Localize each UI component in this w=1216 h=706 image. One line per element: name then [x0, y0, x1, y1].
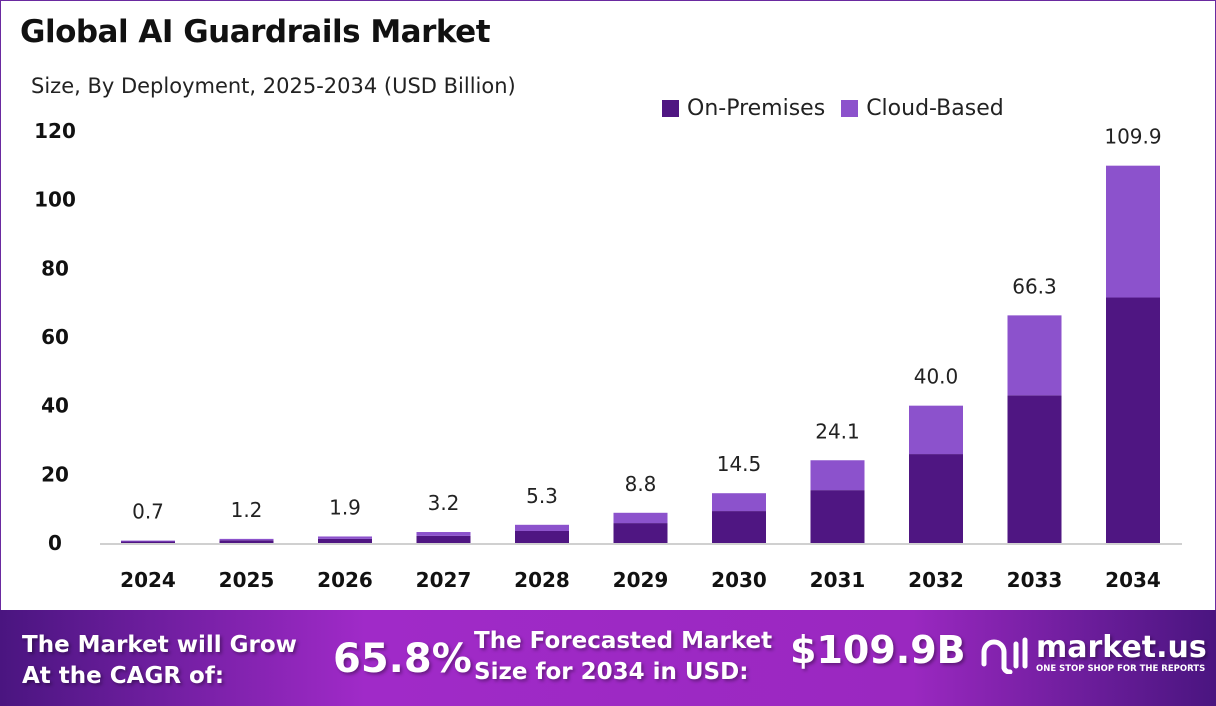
data-label: 1.2 — [231, 498, 263, 522]
y-tick-label: 120 — [34, 119, 76, 143]
legend-swatch — [841, 100, 859, 117]
y-tick-label: 0 — [48, 531, 62, 555]
logo-text: market.us — [1036, 630, 1207, 665]
bar-segment-on-premises — [219, 540, 274, 543]
x-tick-label: 2028 — [514, 568, 570, 592]
data-label: 66.3 — [1012, 274, 1057, 298]
data-label: 0.7 — [132, 500, 164, 524]
cagr-value: 65.8% — [333, 636, 472, 682]
x-tick-label: 2025 — [219, 568, 275, 592]
x-tick-label: 2032 — [908, 568, 964, 592]
y-tick-label: 80 — [41, 256, 69, 280]
bar-segment-cloud-based — [219, 538, 274, 541]
bar-segment-on-premises — [909, 454, 963, 543]
x-tick-label: 2033 — [1007, 568, 1063, 592]
logo-tagline: ONE STOP SHOP FOR THE REPORTS — [1036, 664, 1206, 674]
legend-label: Cloud-Based — [866, 96, 1004, 121]
data-label: 8.8 — [625, 472, 657, 496]
footer-banner: The Market will Grow At the CAGR of: 65.… — [0, 610, 1216, 706]
y-tick-label: 20 — [41, 462, 69, 486]
bar-segment-on-premises — [1007, 395, 1062, 543]
bar-segment-on-premises — [1106, 297, 1160, 543]
bar-segment-cloud-based — [1007, 315, 1062, 396]
bar-segment-cloud-based — [121, 540, 175, 542]
bar-segment-cloud-based — [515, 524, 569, 531]
data-label: 24.1 — [815, 419, 860, 443]
y-tick-label: 60 — [41, 325, 69, 349]
legend: On-Premises Cloud-Based — [662, 96, 1004, 121]
bar-segment-on-premises — [515, 530, 569, 543]
x-tick-label: 2031 — [810, 568, 866, 592]
x-tick-label: 2034 — [1105, 568, 1161, 592]
legend-item-cloud-based: Cloud-Based — [841, 96, 1004, 121]
bar-segment-cloud-based — [712, 493, 766, 512]
forecast-label: The Forecasted Market Size for 2034 in U… — [474, 628, 773, 685]
bar-segment-on-premises — [121, 541, 175, 543]
x-tick-label: 2026 — [317, 568, 373, 592]
chart-title: Global AI Guardrails Market — [20, 14, 491, 50]
data-label: 14.5 — [717, 452, 762, 476]
bar-segment-on-premises — [712, 511, 766, 543]
bar-segment-on-premises — [810, 490, 865, 543]
x-tick-label: 2027 — [416, 568, 472, 592]
bar-segment-cloud-based — [1106, 165, 1160, 298]
data-label: 5.3 — [526, 484, 558, 508]
bar-segment-on-premises — [613, 523, 668, 543]
data-label: 3.2 — [428, 491, 460, 515]
logo-icon — [981, 637, 1028, 674]
data-label: 40.0 — [914, 365, 959, 389]
bar-segment-cloud-based — [613, 512, 668, 524]
x-tick-label: 2030 — [711, 568, 767, 592]
legend-label: On-Premises — [687, 96, 826, 121]
legend-item-on-premises: On-Premises — [662, 96, 825, 121]
bar-segment-cloud-based — [810, 460, 865, 491]
y-tick-label: 40 — [41, 394, 69, 418]
y-tick-label: 100 — [34, 188, 76, 212]
forecast-value: $109.9B — [790, 628, 966, 672]
bar-chart: 0 20 40 60 80 100 120 0.7 2024 1.2 2025 1.9 2026 3.2 2… — [34, 119, 1182, 592]
bar-segment-cloud-based — [318, 536, 372, 539]
bar-segment-on-premises — [318, 538, 372, 543]
data-label: 109.9 — [1104, 125, 1161, 149]
bar-segment-on-premises — [416, 535, 471, 543]
chart-subtitle: Size, By Deployment, 2025-2034 (USD Bill… — [31, 74, 516, 98]
data-label: 1.9 — [329, 495, 361, 519]
legend-swatch — [662, 100, 679, 117]
cagr-label: The Market will Grow At the CAGR of: — [22, 632, 297, 689]
x-tick-label: 2029 — [613, 568, 669, 592]
marketus-logo[interactable]: market.us ONE STOP SHOP FOR THE REPORTS — [978, 632, 1207, 675]
bar-segment-cloud-based — [909, 405, 963, 455]
bar-segment-cloud-based — [416, 532, 471, 536]
x-tick-label: 2024 — [120, 568, 176, 592]
